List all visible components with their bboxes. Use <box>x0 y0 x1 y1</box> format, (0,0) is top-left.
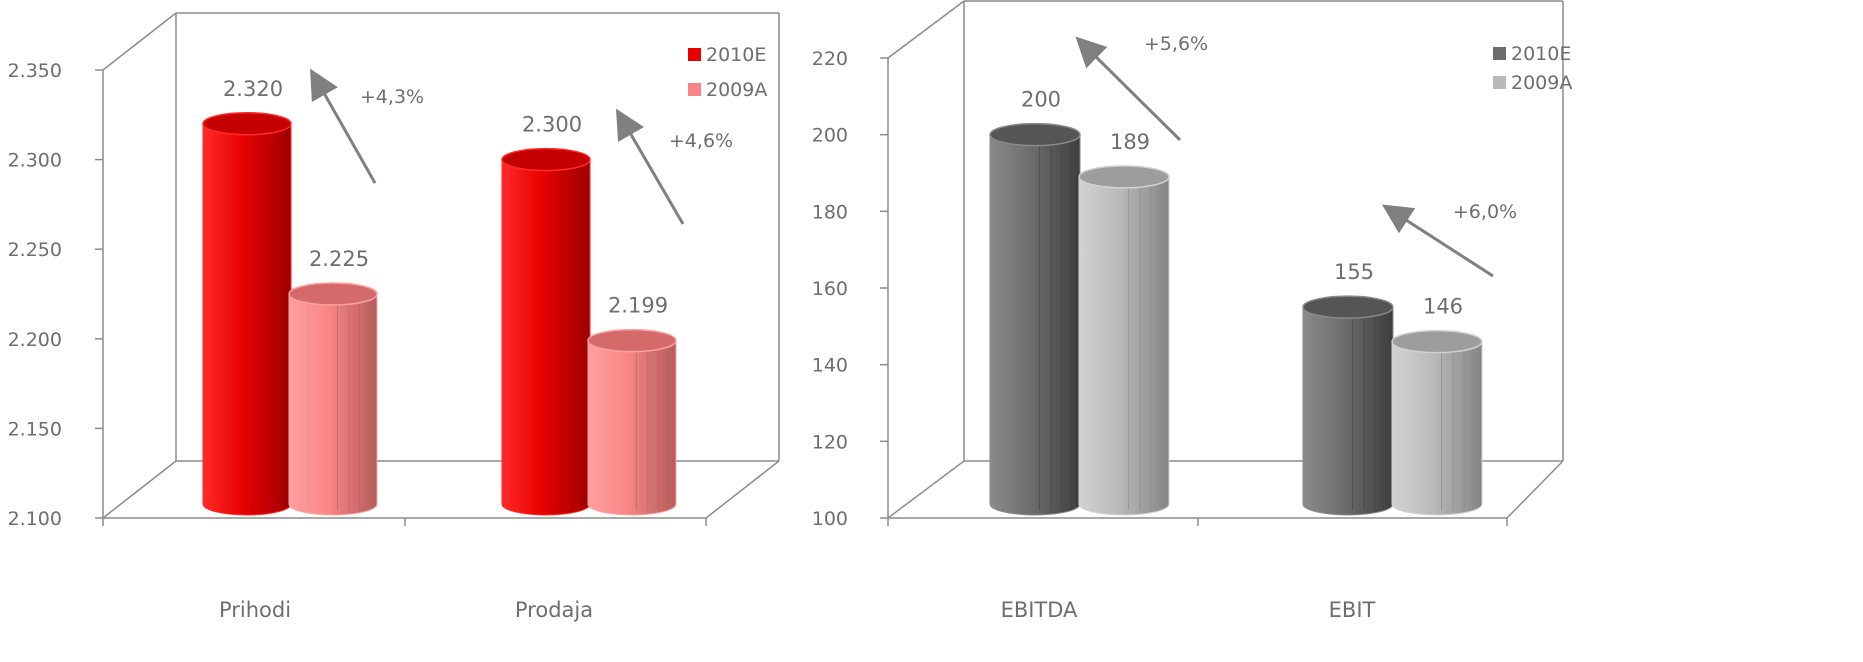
bar-body <box>587 340 677 516</box>
growth-arrow <box>1075 36 1182 142</box>
y-tick-label: 2.150 <box>8 418 62 440</box>
bar-body <box>202 123 292 516</box>
bar-body <box>1391 341 1483 516</box>
data-label: 2.300 <box>522 113 582 137</box>
y-tick-label: 140 <box>812 355 848 377</box>
y-tick-label: 120 <box>812 431 848 453</box>
y-axis-ticks: 100 120 140 160 180 200 220 <box>812 48 888 530</box>
chart-2: 100 120 140 160 180 200 220 200 189 EBITDA 155 146 E… <box>812 0 1572 622</box>
floor-left-edge <box>887 460 965 519</box>
y-tick-label: 200 <box>812 125 848 147</box>
legend-swatch <box>1493 76 1506 89</box>
growth-arrow <box>1381 204 1494 278</box>
bar-top <box>202 112 292 136</box>
y-tick-label: 2.350 <box>8 60 62 82</box>
legend: 2010E 2009A <box>1493 43 1572 94</box>
chart-1: 2.100 2.150 2.200 2.250 2.300 2.350 2.320 2.225… <box>8 12 780 622</box>
bar-2010e-prihodi: 2.320 <box>202 77 292 516</box>
bar-body <box>1078 176 1170 516</box>
growth-arrow <box>615 108 685 225</box>
legend-label: 2009A <box>1511 72 1572 94</box>
floor-right-edge <box>705 460 780 519</box>
data-label: 155 <box>1334 260 1374 284</box>
bar-body <box>989 134 1081 516</box>
y-axis-ticks: 2.100 2.150 2.200 2.250 2.300 2.350 <box>8 60 103 530</box>
bar-top <box>587 328 677 353</box>
y-tick-label: 100 <box>812 508 848 530</box>
bar-2010e-prodaja: 2.300 <box>501 113 591 516</box>
x-category-label: EBITDA <box>1001 598 1078 622</box>
side-wall-top-edge <box>887 0 965 59</box>
bar-2009a-prihodi: 2.225 <box>288 247 378 516</box>
floor-right-edge <box>1506 460 1564 519</box>
data-label: 2.199 <box>608 294 668 318</box>
y-tick-label: 180 <box>812 201 848 223</box>
x-category-label: Prodaja <box>515 598 593 622</box>
legend-label: 2010E <box>706 44 766 66</box>
bar-body <box>501 159 591 516</box>
bar-top <box>288 282 378 306</box>
bar-2009a-ebit: 146 <box>1391 295 1483 516</box>
y-tick-label: 2.250 <box>8 239 62 261</box>
bar-body <box>1302 306 1394 516</box>
y-tick-label: 160 <box>812 278 848 300</box>
growth-label: +5,6% <box>1144 33 1208 55</box>
data-label: 189 <box>1110 130 1150 154</box>
floor-left-edge <box>102 460 177 519</box>
legend-swatch <box>688 83 701 96</box>
data-label: 2.225 <box>309 247 369 271</box>
growth-label: +4,6% <box>669 130 733 152</box>
x-category-label: Prihodi <box>219 598 291 622</box>
y-tick-label: 2.100 <box>8 508 62 530</box>
y-tick-label: 220 <box>812 48 848 70</box>
bar-top <box>1302 295 1394 319</box>
data-label: 200 <box>1021 88 1061 112</box>
bar-2009a-ebitda: 189 <box>1078 130 1170 516</box>
bar-top <box>1078 165 1170 189</box>
bar-top <box>501 147 591 172</box>
growth-label: +4,3% <box>360 86 424 108</box>
legend-label: 2009A <box>706 79 767 101</box>
x-category-label: EBIT <box>1329 598 1376 622</box>
legend-swatch <box>1493 47 1506 60</box>
data-label: 146 <box>1423 295 1463 319</box>
side-wall-top-edge <box>102 12 177 71</box>
bar-2009a-prodaja: 2.199 <box>587 294 677 516</box>
bar-2010e-ebit: 155 <box>1302 260 1394 516</box>
legend-swatch <box>688 48 701 61</box>
bar-top <box>989 122 1081 147</box>
y-tick-label: 2.300 <box>8 150 62 172</box>
bar-2010e-ebitda: 200 <box>989 88 1081 516</box>
legend-label: 2010E <box>1511 43 1571 65</box>
y-tick-label: 2.200 <box>8 329 62 351</box>
growth-arrow <box>310 68 377 184</box>
bar-body <box>288 293 378 516</box>
growth-label: +6,0% <box>1453 201 1517 223</box>
data-label: 2.320 <box>223 77 283 101</box>
legend: 2010E 2009A <box>688 44 767 101</box>
bar-top <box>1391 329 1483 354</box>
